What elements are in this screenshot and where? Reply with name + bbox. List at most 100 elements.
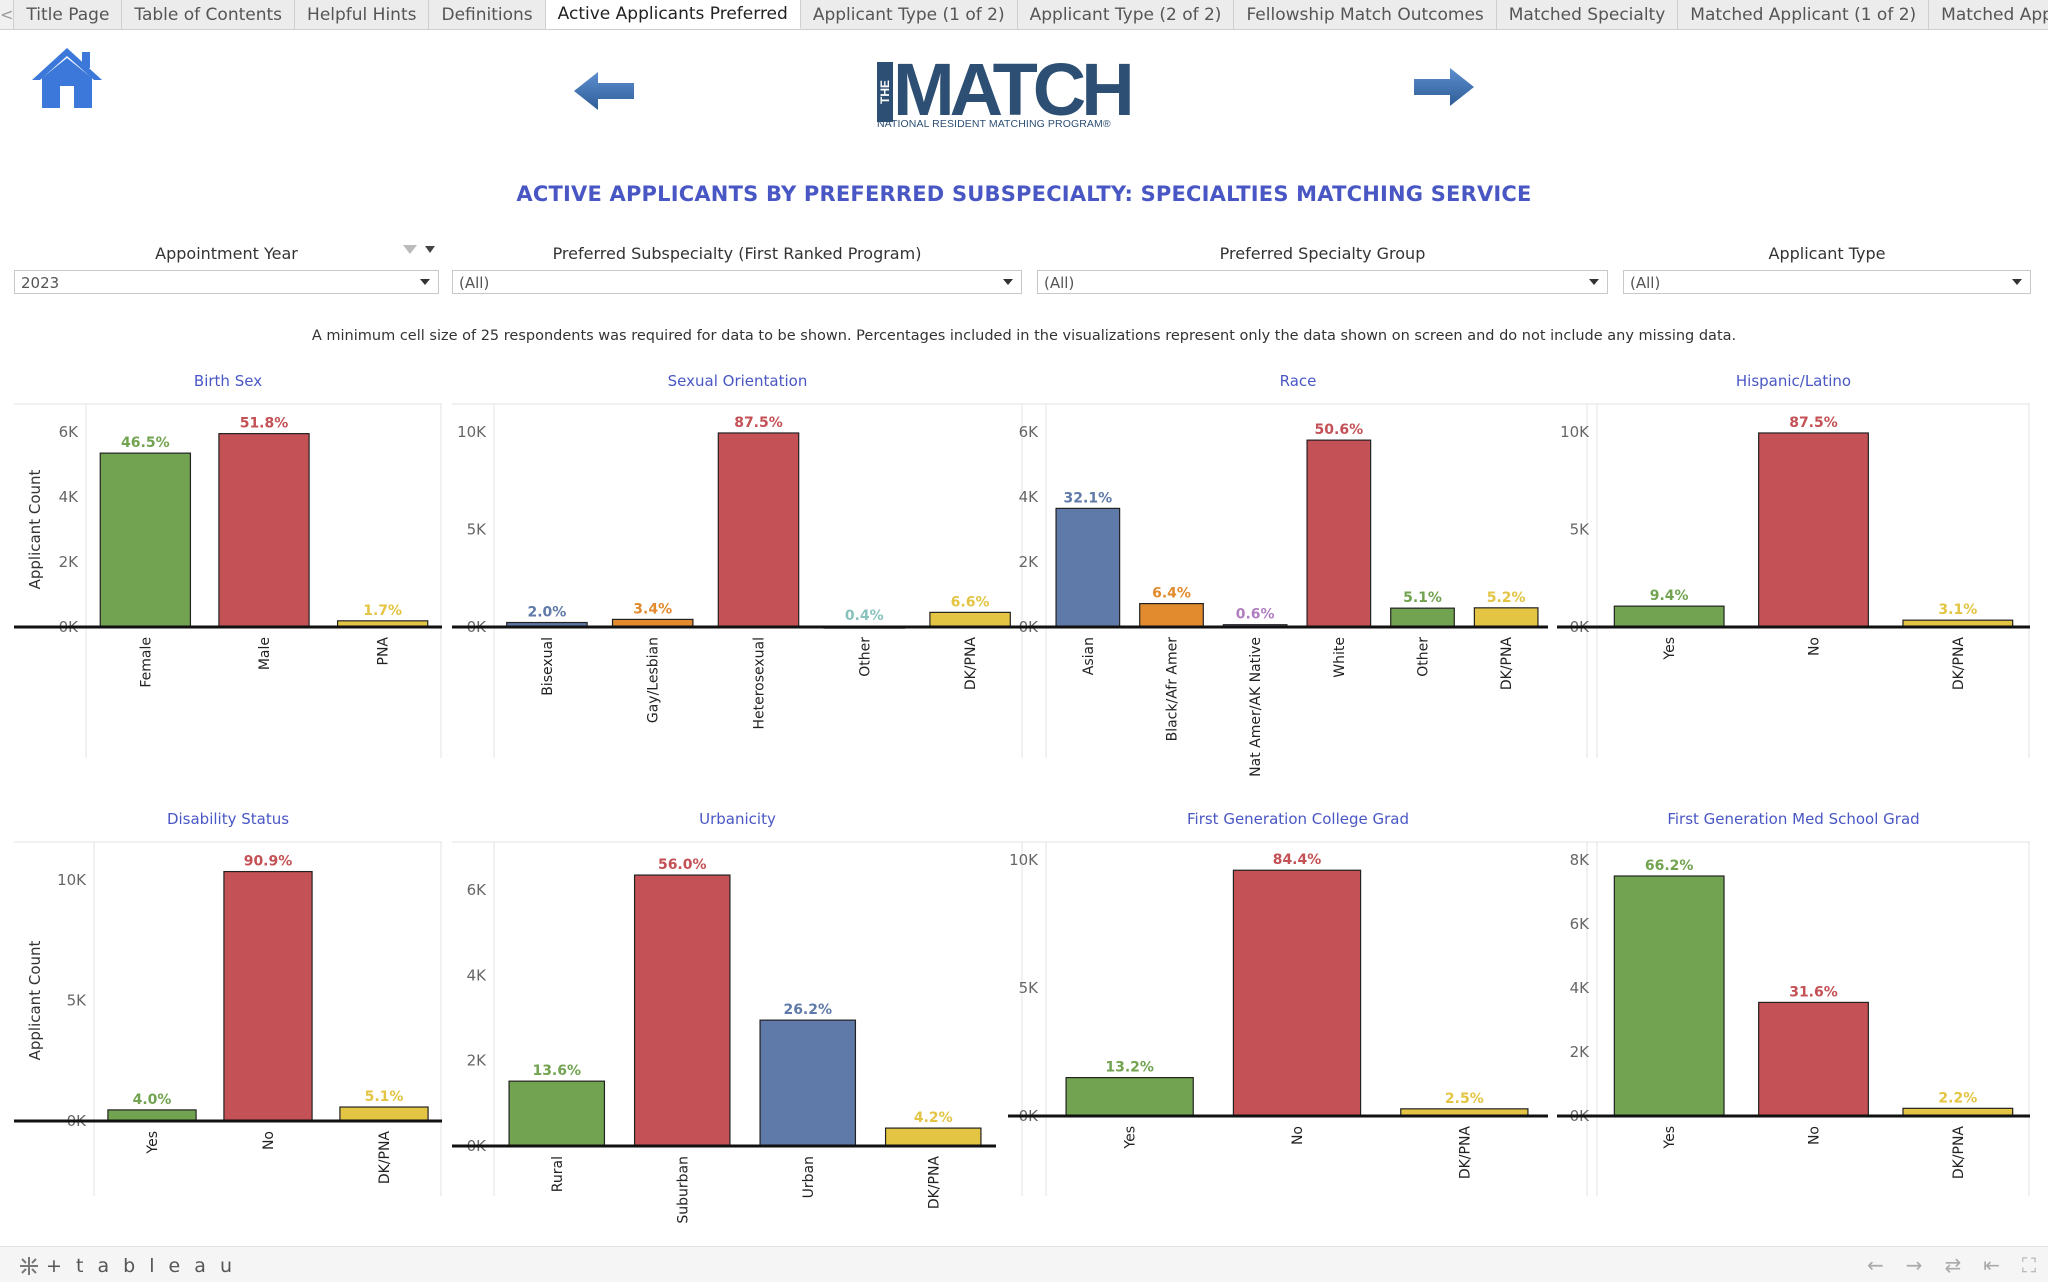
bar-data-label: 5.1% — [1403, 590, 1442, 606]
applicant-type-dropdown[interactable]: (All) — [1623, 270, 2031, 294]
forward-arrow-icon[interactable] — [1410, 64, 1476, 110]
y-tick-label: 2K — [1570, 1043, 1591, 1061]
bar-heterosexual[interactable] — [717, 432, 800, 628]
chart-title: Race — [1279, 372, 1317, 390]
x-tick-label: No — [1807, 637, 1823, 656]
tab-definitions[interactable]: Definitions — [429, 0, 546, 29]
tab-matched-applicant-1-of-2[interactable]: Matched Applicant (1 of 2) — [1678, 0, 1930, 29]
bar-dk-pna[interactable] — [884, 1127, 982, 1147]
tab-table-of-contents[interactable]: Table of Contents — [122, 0, 296, 29]
bar-urban[interactable] — [759, 1019, 857, 1147]
bar-data-label: 2.5% — [1445, 1091, 1484, 1107]
x-tick-label: Yes — [145, 1131, 161, 1155]
bar-data-label: 5.2% — [1487, 590, 1526, 606]
tab-title-page[interactable]: Title Page — [14, 0, 123, 29]
tab-applicant-type-1-of-2[interactable]: Applicant Type (1 of 2) — [800, 0, 1018, 29]
bar-female[interactable] — [99, 452, 192, 628]
tab-fellowship-match-outcomes[interactable]: Fellowship Match Outcomes — [1234, 0, 1497, 29]
bar-data-label: 84.4% — [1273, 852, 1322, 868]
bar-data-label: 4.0% — [133, 1092, 172, 1108]
bar-no[interactable] — [1758, 1001, 1869, 1117]
bar-data-label: 87.5% — [734, 415, 783, 431]
x-tick-label: Suburban — [675, 1156, 691, 1224]
bar-dk-pna[interactable] — [339, 1106, 429, 1122]
redo-icon[interactable]: → — [1905, 1253, 1923, 1277]
chart-first-generation-college-grad: First Generation College Grad 0K 5K 10K 13.2… — [1008, 810, 1588, 1230]
bar-data-label: 50.6% — [1315, 422, 1364, 438]
bar-data-label: 5.1% — [365, 1089, 404, 1105]
bar-data-label: 0.4% — [845, 608, 884, 624]
x-tick-label: Gay/Lesbian — [646, 637, 662, 723]
bar-yes[interactable] — [1065, 1077, 1194, 1117]
tab-scroll-left-icon[interactable]: < — [0, 0, 15, 29]
tab-helpful-hints[interactable]: Helpful Hints — [295, 0, 430, 29]
tab-active-applicants-preferred[interactable]: Active Applicants Preferred — [545, 0, 801, 29]
bar-data-label: 2.2% — [1938, 1090, 1977, 1106]
y-tick-label: 2K — [1019, 553, 1040, 571]
bar-data-label: 6.6% — [951, 594, 990, 610]
reset-icon[interactable]: ⇤ — [1983, 1253, 2000, 1277]
filter-applicant-type: Applicant Type (All) — [1623, 244, 2031, 294]
dropdown-value: (All) — [1630, 274, 1661, 292]
bar-white[interactable] — [1306, 439, 1372, 628]
y-tick-label: 6K — [1019, 423, 1040, 441]
bar-yes[interactable] — [107, 1109, 197, 1122]
bar-data-label: 66.2% — [1645, 858, 1694, 874]
logo-the: THE — [877, 62, 893, 122]
filter-label: Applicant Type — [1768, 244, 1886, 263]
funnel-icon[interactable] — [403, 245, 417, 254]
chart-title: Hispanic/Latino — [1735, 372, 1852, 390]
tableau-wordmark: + t a b l e a u — [46, 1255, 237, 1277]
x-tick-label: Yes — [1662, 637, 1678, 661]
appointment-year-dropdown[interactable]: 2023 — [14, 270, 439, 294]
y-tick-label: 6K — [467, 881, 488, 899]
fullscreen-icon[interactable]: ⛶ — [2022, 1253, 2036, 1277]
x-tick-label: DK/PNA — [1499, 637, 1515, 691]
bar-asian[interactable] — [1055, 507, 1121, 628]
undo-icon[interactable]: ← — [1866, 1253, 1884, 1277]
home-icon[interactable] — [30, 46, 104, 112]
chart-title: Birth Sex — [193, 372, 263, 390]
y-tick-label: 4K — [1570, 979, 1591, 997]
bar-yes[interactable] — [1613, 875, 1725, 1117]
chart-birth-sex: Birth Sex 0K 2K 4K 6K Applicant Count 46.5% Fem… — [14, 372, 442, 792]
tableau-cross-icon — [20, 1257, 38, 1275]
bar-rural[interactable] — [508, 1080, 606, 1147]
filter-label: Appointment Year — [155, 244, 298, 263]
tab-matched-specialty[interactable]: Matched Specialty — [1496, 0, 1679, 29]
filter-preferred-specialty-group: Preferred Specialty Group (All) — [1037, 244, 1608, 294]
bar-data-label: 26.2% — [783, 1002, 832, 1018]
bar-no[interactable] — [1758, 432, 1869, 628]
data-note: A minimum cell size of 25 respondents wa… — [311, 328, 1737, 344]
preferred-specialty-group-dropdown[interactable]: (All) — [1037, 270, 1608, 294]
tab-applicant-type-2-of-2[interactable]: Applicant Type (2 of 2) — [1017, 0, 1235, 29]
bar-data-label: 9.4% — [1650, 588, 1689, 604]
bar-yes[interactable] — [1613, 605, 1725, 628]
bar-no[interactable] — [1232, 869, 1362, 1117]
chart-svg: 0K2K4K6K13.6%Rural56.0%Suburban26.2%Urba… — [452, 841, 1023, 1224]
y-axis-label: Applicant Count — [26, 469, 44, 589]
x-tick-label: Nat Amer/AK Native — [1248, 637, 1264, 777]
filter-icons — [403, 245, 435, 254]
revert-icon[interactable]: ⇄ — [1944, 1253, 1962, 1277]
x-tick-label: DK/PNA — [963, 637, 979, 691]
y-tick-label: 4K — [59, 488, 80, 506]
bar-data-label: 87.5% — [1789, 415, 1838, 431]
x-tick-label: Asian — [1081, 637, 1097, 675]
chart-title: Sexual Orientation — [667, 372, 808, 390]
bar-dk-pna[interactable] — [1473, 607, 1539, 628]
bar-no[interactable] — [223, 870, 313, 1122]
bar-suburban[interactable] — [633, 874, 731, 1147]
bar-male[interactable] — [218, 433, 310, 628]
bar-other[interactable] — [1390, 607, 1455, 628]
filter-menu-icon[interactable] — [425, 246, 435, 253]
preferred-subspecialty-dropdown[interactable]: (All) — [452, 270, 1022, 294]
tab-matched-applicant-2-of-2[interactable]: Matched Applicant (2 of 2) — [1929, 0, 2048, 29]
y-tick-label: 8K — [1570, 851, 1591, 869]
tableau-logo[interactable]: + t a b l e a u — [18, 1255, 236, 1277]
x-tick-label: No — [1290, 1126, 1306, 1145]
bar-black-afr-amer[interactable] — [1139, 603, 1204, 628]
bar-dk-pna[interactable] — [929, 611, 1011, 628]
back-arrow-icon[interactable] — [572, 68, 638, 114]
